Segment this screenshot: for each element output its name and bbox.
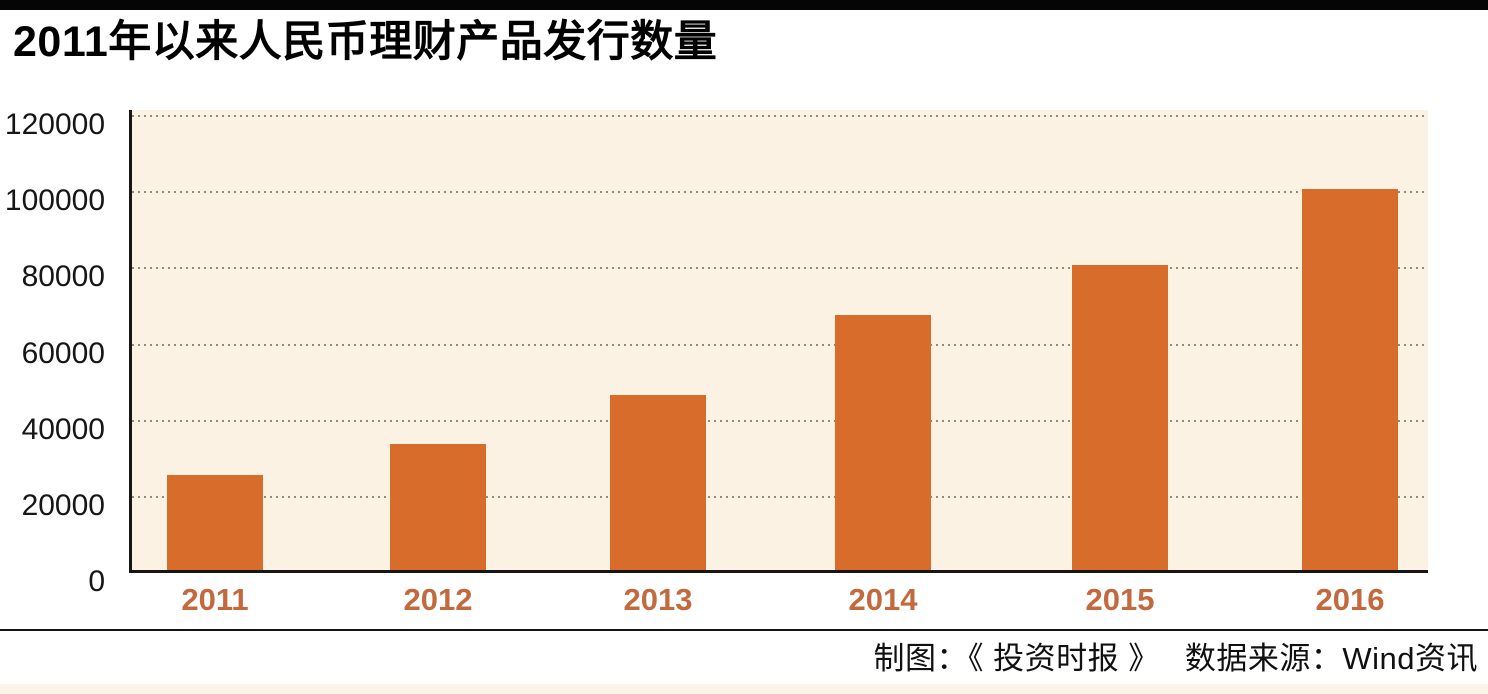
gridline-120000: [132, 115, 1428, 117]
y-tick-label-120000: 120000: [4, 108, 105, 141]
x-axis-labels: 2011 2012 2013 2014 2015 2016: [132, 583, 1428, 619]
gridline-60000: [132, 343, 1428, 346]
bar-2014: [835, 315, 931, 570]
x-tick-label-2014: 2014: [848, 582, 918, 617]
footer-credit: 制图：《 投资时报 》 数据来源：Wind资讯: [873, 641, 1478, 676]
plot-area: [129, 110, 1428, 573]
bar-2012: [390, 444, 486, 570]
bar-2011: [167, 475, 263, 570]
footer-divider: [0, 629, 1488, 631]
y-tick-label-60000: 60000: [21, 336, 105, 370]
y-tick-label-100000: 100000: [4, 184, 105, 218]
page-title: 2011年以来人民币理财产品发行数量: [13, 18, 718, 66]
gridline-20000: [132, 495, 1428, 498]
bar-2013: [610, 395, 706, 570]
y-tick-label-20000: 20000: [21, 488, 105, 522]
gridline-40000: [132, 419, 1428, 422]
y-tick-label-80000: 80000: [21, 260, 105, 294]
x-tick-label-2016: 2016: [1315, 582, 1385, 617]
y-tick-label-40000: 40000: [21, 412, 105, 446]
x-tick-label-2013: 2013: [623, 582, 693, 617]
top-accent-bar: [0, 0, 1488, 10]
y-tick-label-0: 0: [88, 565, 105, 598]
gridline-80000: [132, 267, 1428, 270]
bar-2016: [1302, 189, 1398, 570]
gridline-100000: [132, 191, 1428, 194]
bar-2015: [1072, 265, 1168, 570]
x-tick-label-2011: 2011: [181, 582, 249, 617]
x-tick-label-2015: 2015: [1085, 582, 1155, 617]
x-tick-label-2012: 2012: [403, 582, 473, 617]
bottom-accent-strip: [0, 684, 1488, 694]
